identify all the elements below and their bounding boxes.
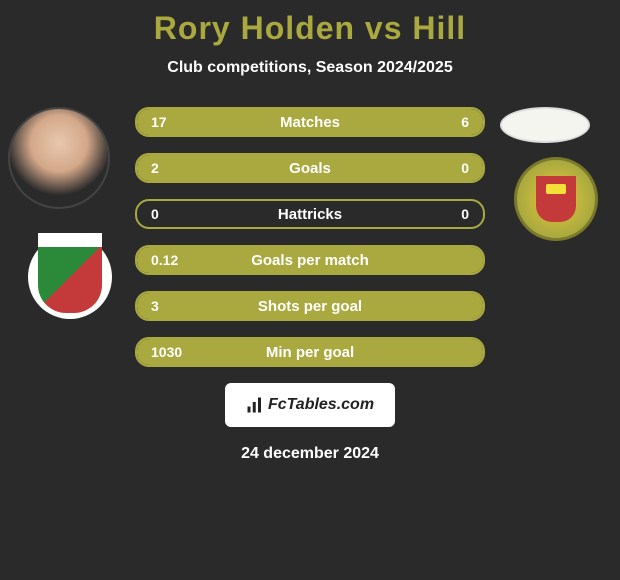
stat-value-right: 0 <box>461 206 469 222</box>
shield-icon <box>536 176 576 222</box>
stat-row-hattricks: 0 Hattricks 0 <box>135 199 485 229</box>
player-left-avatar <box>8 107 110 209</box>
stat-value-left: 1030 <box>151 344 182 360</box>
stat-label: Goals per match <box>251 252 369 269</box>
stat-row-min-per-goal: 1030 Min per goal <box>135 337 485 367</box>
brand-badge[interactable]: FcTables.com <box>225 383 395 427</box>
stat-label: Goals <box>289 160 331 177</box>
stat-row-matches: 17 Matches 6 <box>135 107 485 137</box>
club-left-badge <box>28 235 112 319</box>
chart-icon <box>246 396 264 414</box>
stat-label: Hattricks <box>278 206 342 223</box>
page-title: Rory Holden vs Hill <box>0 10 620 47</box>
player-right-avatar <box>500 107 590 143</box>
stat-row-goals: 2 Goals 0 <box>135 153 485 183</box>
stat-row-shots-per-goal: 3 Shots per goal <box>135 291 485 321</box>
stat-value-left: 17 <box>151 114 167 130</box>
stat-value-left: 2 <box>151 160 159 176</box>
stat-value-left: 3 <box>151 298 159 314</box>
brand-suffix: Tables.com <box>287 396 374 413</box>
stats-area: 17 Matches 6 2 Goals 0 0 Hattricks 0 <box>0 107 620 367</box>
comparison-card: Rory Holden vs Hill Club competitions, S… <box>0 0 620 580</box>
date-label: 24 december 2024 <box>0 445 620 463</box>
shield-icon <box>38 241 102 313</box>
subtitle: Club competitions, Season 2024/2025 <box>0 59 620 77</box>
brand-text: FcTables.com <box>268 396 374 414</box>
stat-label: Shots per goal <box>258 298 362 315</box>
stat-label: Min per goal <box>266 344 354 361</box>
club-right-badge <box>514 157 598 241</box>
stat-label: Matches <box>280 114 340 131</box>
stat-value-left: 0 <box>151 206 159 222</box>
stat-value-right: 6 <box>461 114 469 130</box>
brand-prefix: Fc <box>268 396 287 413</box>
stat-bars: 17 Matches 6 2 Goals 0 0 Hattricks 0 <box>135 107 485 367</box>
stat-value-right: 0 <box>461 160 469 176</box>
stat-value-left: 0.12 <box>151 252 178 268</box>
bar-fill-left <box>137 109 386 135</box>
stat-row-goals-per-match: 0.12 Goals per match <box>135 245 485 275</box>
